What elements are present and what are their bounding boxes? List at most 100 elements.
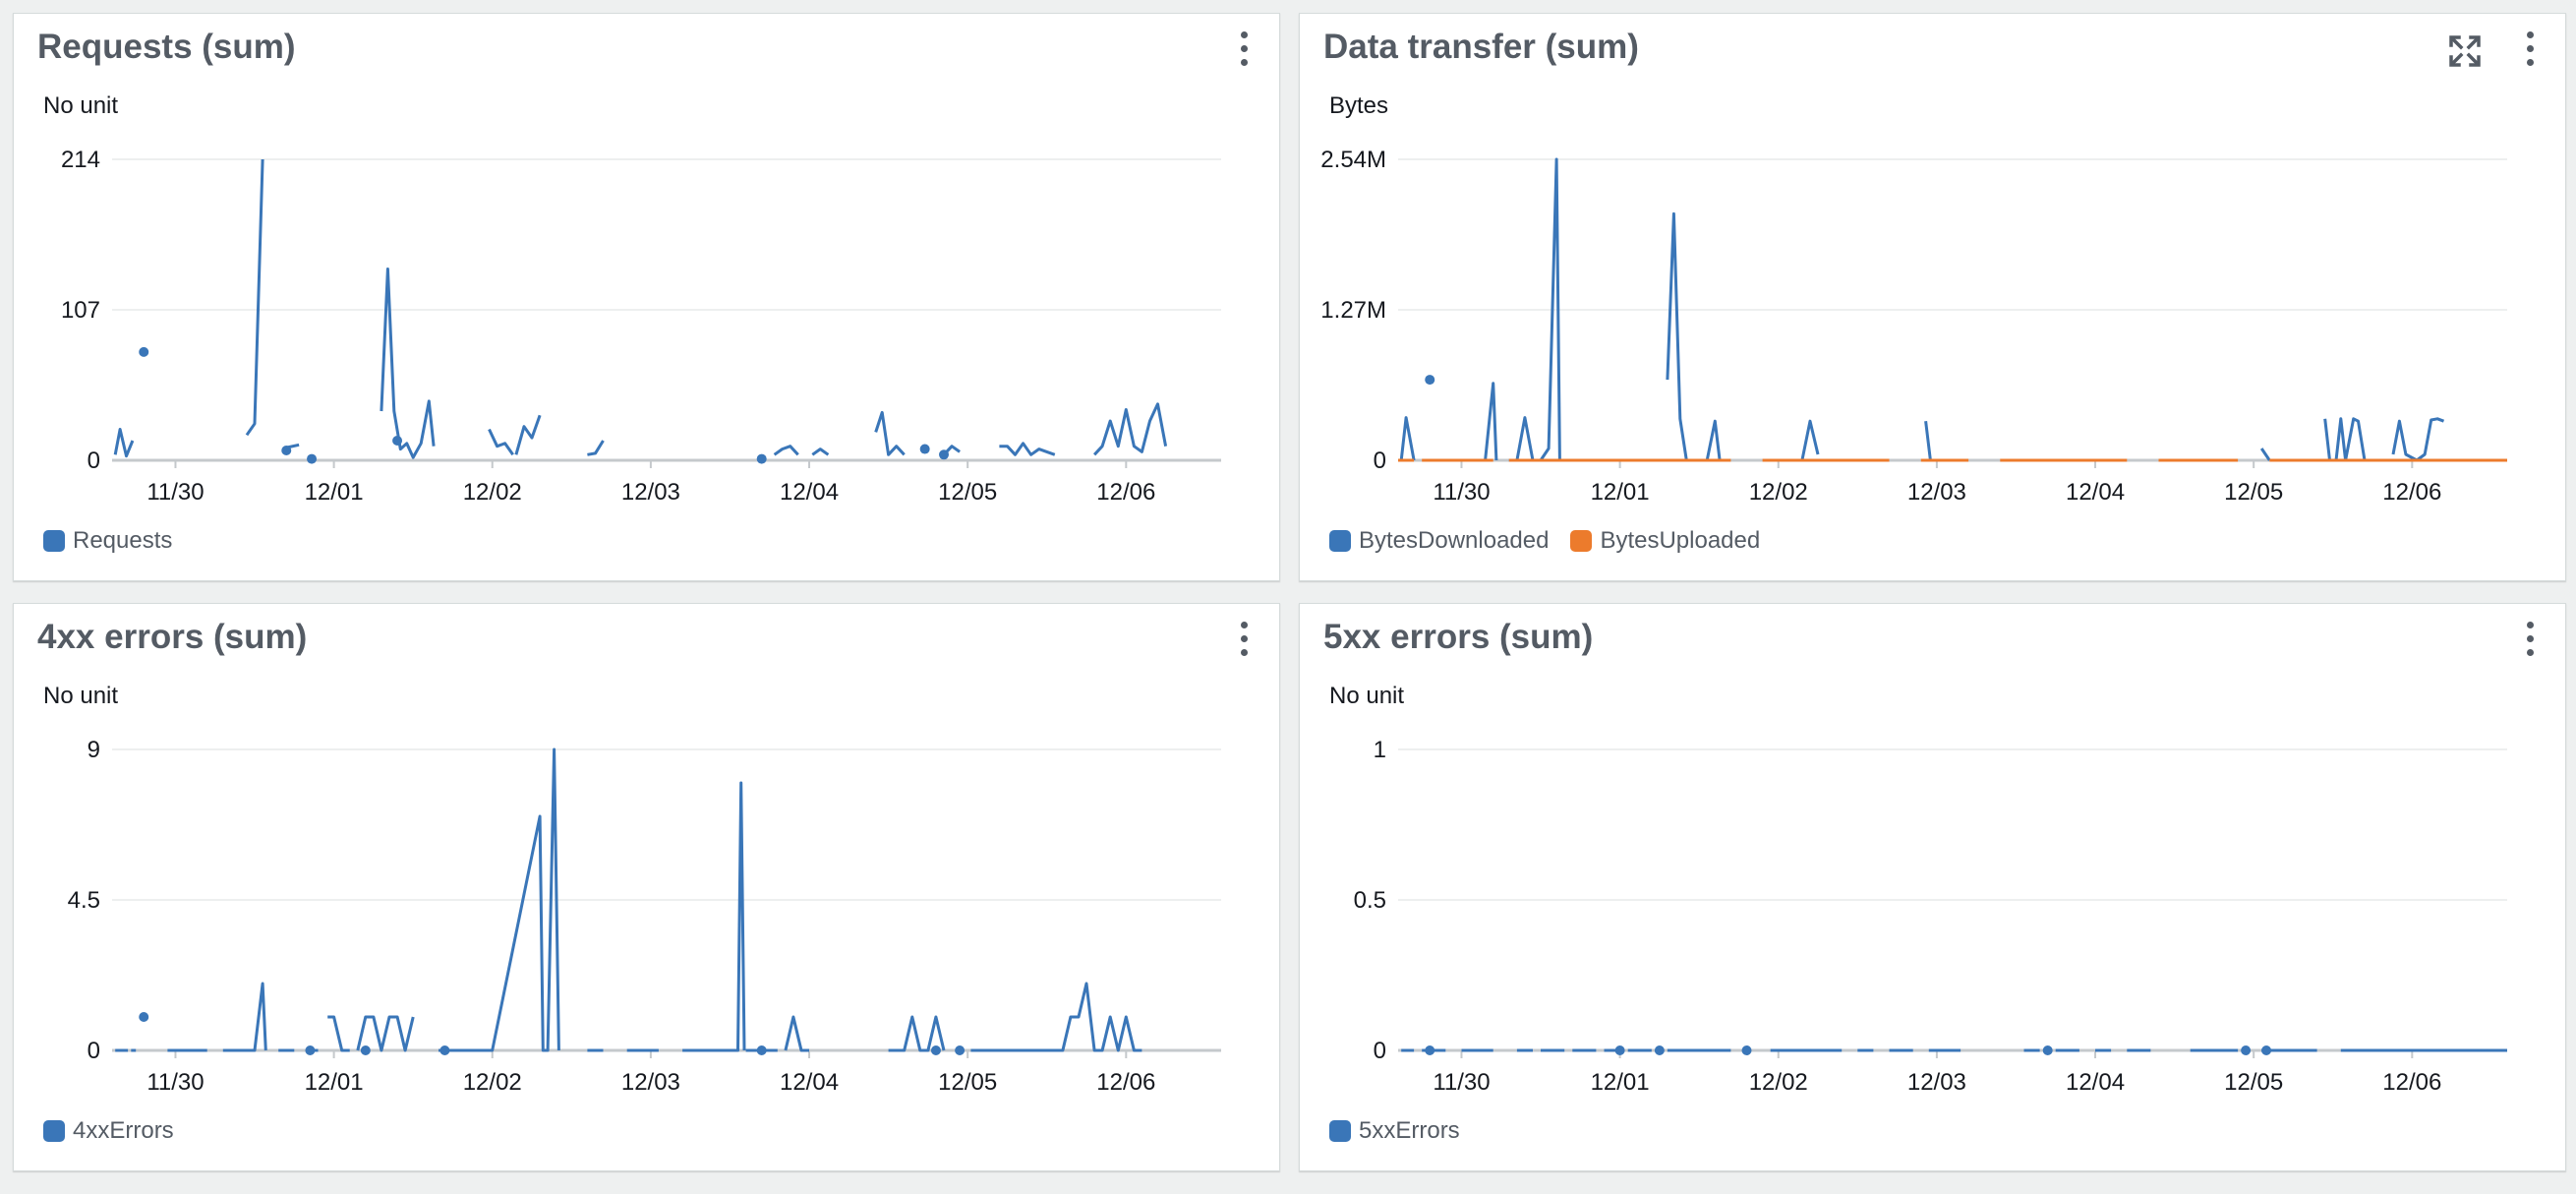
series-line-4xxErrors: [327, 1015, 350, 1052]
data-point-5xxErrors: [2261, 1045, 2272, 1055]
legend-item[interactable]: 4xxErrors: [43, 1117, 174, 1145]
y-tick-label: 0: [88, 1038, 100, 1064]
data-point-Requests: [919, 444, 930, 454]
legend-item[interactable]: Requests: [43, 527, 172, 555]
data-point-4xxErrors: [439, 1045, 450, 1055]
line-chart: 2.54M 1.27M 0 11/30 12/01 12/02 12/03 12/04 12/0…: [1320, 147, 2507, 506]
data-point-4xxErrors: [955, 1045, 966, 1055]
series-line-Requests: [1093, 402, 1168, 456]
x-tick-label: 11/30: [146, 1069, 204, 1096]
widget-title: Requests (sum): [37, 28, 296, 66]
y-tick-label: 0: [1374, 448, 1386, 474]
data-point-5xxErrors: [2042, 1045, 2053, 1055]
series-line-4xxErrors: [784, 1015, 809, 1052]
data-point-4xxErrors: [756, 1045, 767, 1055]
data-point-5xxErrors: [2241, 1045, 2252, 1055]
widget-actions-menu-icon[interactable]: [1230, 618, 1258, 663]
legend-label: 4xxErrors: [73, 1117, 174, 1144]
series-line-BytesDownloaded: [1924, 421, 1941, 462]
series-line-4xxErrors: [888, 1015, 946, 1052]
data-point-Requests: [139, 346, 149, 357]
series-line-Requests: [587, 440, 605, 456]
y-tick-label: 4.5: [68, 887, 100, 914]
data-point-5xxErrors: [1425, 1045, 1435, 1055]
data-point-5xxErrors: [1654, 1045, 1665, 1055]
chart-legend: Requests: [43, 527, 172, 555]
y-tick-label: 1.27M: [1320, 297, 1386, 324]
x-tick-label: 12/03: [621, 1069, 680, 1096]
x-tick-label: 12/05: [938, 479, 997, 506]
y-tick-label: 0.5: [1354, 887, 1386, 914]
x-tick-label: 12/02: [463, 479, 522, 506]
widget-actions-menu-icon[interactable]: [2516, 28, 2544, 73]
x-tick-label: 12/05: [2224, 479, 2283, 506]
legend-label: BytesDownloaded: [1359, 527, 1550, 554]
data-point-Requests: [756, 453, 767, 464]
series-line-4xxErrors: [682, 781, 746, 1052]
legend-item[interactable]: 5xxErrors: [1329, 1117, 1460, 1145]
series-line-Requests: [245, 158, 264, 437]
widget-actions-menu-icon[interactable]: [1230, 28, 1258, 73]
x-tick-label: 12/06: [1096, 1069, 1155, 1096]
data-point-BytesDownloaded: [1425, 375, 1435, 386]
widget-5xx-errors: 5xx errors (sum) No unit 1 0.5 0 11/30 12/01 12…: [1299, 603, 2566, 1171]
x-tick-label: 12/02: [1749, 479, 1808, 506]
widget-requests: Requests (sum) No unit 214 107 0 11/30 12/01 12…: [13, 13, 1280, 581]
x-tick-label: 12/01: [1591, 479, 1650, 506]
unit-label: Bytes: [1329, 92, 1389, 119]
legend-item[interactable]: BytesUploaded: [1570, 527, 1760, 555]
x-tick-label: 12/05: [938, 1069, 997, 1096]
data-point-Requests: [281, 445, 292, 455]
chart-legend: BytesDownloaded BytesUploaded: [1329, 527, 1760, 555]
widget-data-transfer: Data transfer (sum) Bytes 2.54M 1.27M 0 11/30…: [1299, 13, 2566, 581]
widget-title: 4xx errors (sum): [37, 618, 308, 656]
x-tick-label: 12/04: [780, 479, 839, 506]
x-tick-label: 12/06: [1096, 479, 1155, 506]
widget-actions-menu-icon[interactable]: [2516, 618, 2544, 663]
data-point-4xxErrors: [360, 1045, 371, 1055]
x-tick-label: 12/04: [2066, 1069, 2125, 1096]
x-tick-label: 12/06: [2382, 479, 2441, 506]
series-line-Requests: [514, 414, 542, 455]
x-tick-label: 12/04: [780, 1069, 839, 1096]
legend-swatch: [43, 530, 65, 552]
data-point-4xxErrors: [139, 1012, 149, 1022]
series-line-BytesDownloaded: [1399, 416, 1416, 461]
series-line-BytesDownloaded: [1786, 419, 1820, 462]
widget-4xx-errors: 4xx errors (sum) No unit 9 4.5 0 11/30 12/01 12…: [13, 603, 1280, 1171]
legend-swatch: [1329, 530, 1351, 552]
series-line-BytesDownloaded: [2259, 448, 2271, 461]
line-chart: 214 107 0 11/30 12/01 12/02 12/03 12/04 12/05 12/…: [61, 147, 1221, 506]
legend-swatch: [1329, 1120, 1351, 1142]
x-tick-label: 12/03: [1907, 479, 1966, 506]
y-tick-label: 9: [88, 737, 100, 763]
y-tick-label: 107: [61, 297, 100, 324]
data-point-Requests: [392, 435, 403, 446]
data-point-5xxErrors: [1741, 1045, 1752, 1055]
unit-label: No unit: [43, 92, 119, 119]
y-tick-label: 1: [1374, 737, 1386, 763]
series-line-4xxErrors: [970, 982, 1142, 1052]
chart-legend: 4xxErrors: [43, 1117, 174, 1145]
x-tick-label: 12/01: [305, 479, 364, 506]
x-tick-label: 12/06: [2382, 1069, 2441, 1096]
y-tick-label: 0: [1374, 1038, 1386, 1064]
legend-item[interactable]: BytesDownloaded: [1329, 527, 1549, 555]
y-tick-label: 0: [88, 448, 100, 474]
series-line-4xxErrors: [356, 1015, 415, 1052]
legend-label: Requests: [73, 527, 173, 554]
series-line-Requests: [113, 428, 135, 458]
line-chart: 9 4.5 0 11/30 12/01 12/02 12/03 12/04 12/05 12/06: [68, 737, 1221, 1096]
unit-label: No unit: [1329, 683, 1405, 709]
fullscreen-expand-icon[interactable]: [2445, 31, 2485, 71]
series-line-BytesDownloaded: [2323, 417, 2367, 462]
legend-swatch: [1570, 530, 1593, 552]
y-tick-label: 214: [61, 147, 100, 173]
series-line-Requests: [999, 442, 1056, 456]
x-tick-label: 11/30: [146, 479, 204, 506]
series-line-4xxErrors: [222, 982, 267, 1052]
data-point-Requests: [307, 453, 318, 464]
chart-legend: 5xxErrors: [1329, 1117, 1460, 1145]
series-line-Requests: [811, 448, 830, 456]
series-line-4xxErrors: [439, 747, 560, 1052]
